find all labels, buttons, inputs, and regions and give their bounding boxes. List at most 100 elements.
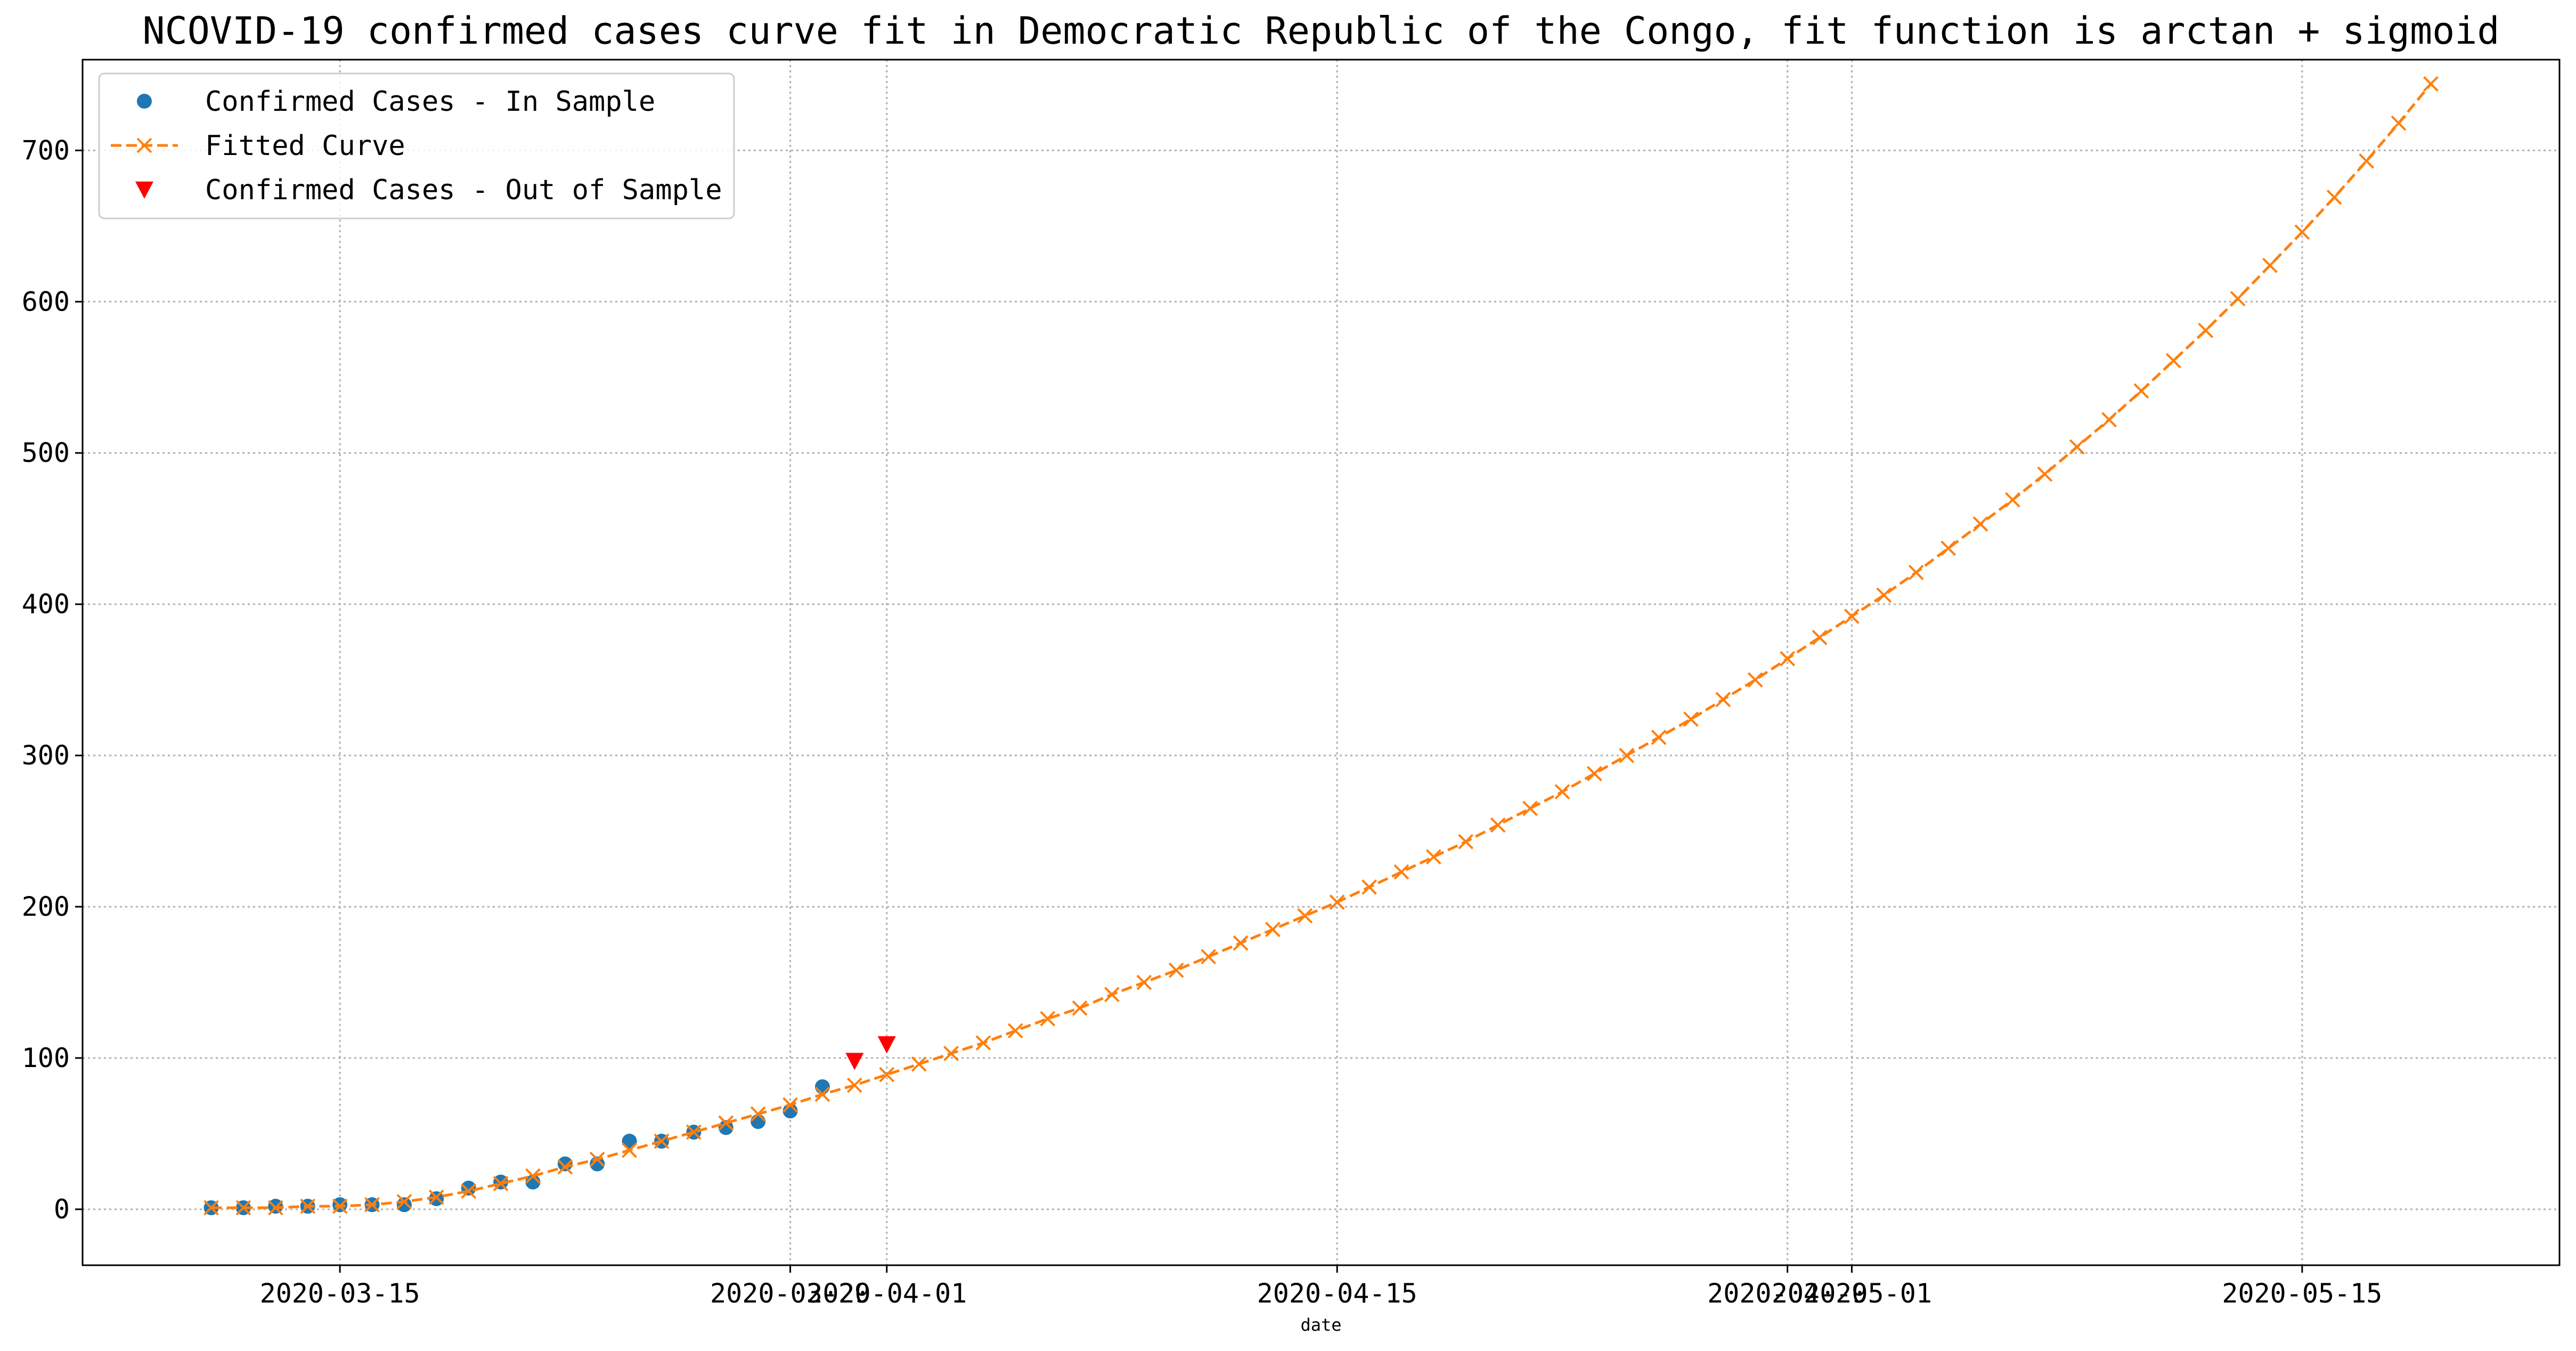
data-point xyxy=(1651,729,1667,745)
x-tick-label: 2020-03-15 xyxy=(260,1278,420,1309)
data-point xyxy=(2069,439,2085,455)
data-point xyxy=(1040,1011,1056,1027)
series-scatter xyxy=(845,1036,896,1070)
data-point xyxy=(300,1198,316,1214)
data-point xyxy=(2423,76,2439,92)
data-point xyxy=(235,1200,251,1216)
grid xyxy=(83,60,2559,1265)
data-point xyxy=(654,1133,670,1149)
data-point xyxy=(1297,908,1313,924)
data-point xyxy=(975,1035,991,1051)
data-point xyxy=(1201,949,1217,965)
data-point xyxy=(1233,935,1249,951)
data-point xyxy=(2004,492,2020,508)
data-point xyxy=(1490,817,1506,833)
data-point xyxy=(1362,879,1377,895)
y-tick-label: 400 xyxy=(22,589,70,620)
data-point xyxy=(428,1189,444,1205)
data-point xyxy=(879,1067,895,1083)
data-point xyxy=(1393,864,1409,880)
data-point xyxy=(2230,291,2246,307)
x-tick-label: 2020-05-15 xyxy=(2222,1278,2382,1309)
chart-title: NCOVID-19 confirmed cases curve fit in D… xyxy=(142,9,2499,53)
y-tick-label: 600 xyxy=(22,286,70,317)
series-line xyxy=(203,76,2439,1216)
legend-label: Confirmed Cases - Out of Sample xyxy=(205,174,722,206)
data-point xyxy=(718,1115,734,1131)
data-point xyxy=(846,1077,862,1093)
data-point xyxy=(1136,974,1152,990)
data-point xyxy=(332,1198,348,1214)
legend-label: Confirmed Cases - In Sample xyxy=(205,86,655,118)
data-point xyxy=(2165,353,2181,369)
x-tick-label: 2020-04-15 xyxy=(1257,1278,1417,1309)
data-point xyxy=(782,1097,798,1113)
data-point xyxy=(622,1142,638,1158)
data-point xyxy=(2262,257,2278,273)
legend-marker xyxy=(136,137,152,153)
data-point xyxy=(1168,962,1184,978)
data-point xyxy=(1104,987,1120,1003)
data-point xyxy=(1265,922,1281,938)
data-point xyxy=(1522,801,1538,816)
data-point xyxy=(2391,115,2407,131)
x-axis-label: date xyxy=(1300,1315,1341,1335)
legend-marker xyxy=(137,94,152,109)
data-point xyxy=(1425,849,1441,865)
x-tick-label: 2020-03-29 xyxy=(710,1278,870,1309)
y-tick-label: 0 xyxy=(54,1194,70,1225)
data-point xyxy=(1972,516,1988,532)
data-point xyxy=(1458,834,1474,850)
data-point xyxy=(2037,466,2053,482)
data-point xyxy=(268,1199,283,1214)
legend-marker xyxy=(135,181,153,199)
data-point xyxy=(751,1114,766,1129)
data-point xyxy=(364,1197,380,1212)
x-tick-label: 2020-04-01 xyxy=(806,1278,967,1309)
data-point xyxy=(525,1168,541,1184)
legend: Confirmed Cases - In Sample Fitted Curve C… xyxy=(98,72,735,219)
y-tick-label: 300 xyxy=(22,740,70,771)
fitted-curve-line xyxy=(211,83,2432,1209)
data-point xyxy=(493,1176,509,1192)
data-point xyxy=(1747,672,1763,688)
data-point xyxy=(622,1134,637,1149)
y-tick-label: 100 xyxy=(22,1043,70,1073)
y-tick-label: 500 xyxy=(22,437,70,468)
x-tick-label: 2020-05-01 xyxy=(1772,1278,1932,1309)
data-point xyxy=(1780,650,1796,666)
axes: 0 100 200 300 400 500 600 700 2020-03-15 2020-03-… xyxy=(22,135,2383,1309)
data-point xyxy=(1554,784,1570,800)
series-layer xyxy=(203,76,2439,1216)
data-point xyxy=(1844,608,1860,624)
legend-item: Confirmed Cases - Out of Sample xyxy=(135,174,722,206)
data-point xyxy=(2294,224,2310,240)
data-point xyxy=(396,1194,412,1210)
data-point xyxy=(332,1197,348,1212)
data-point xyxy=(2133,383,2149,399)
y-tick-label: 200 xyxy=(22,891,70,922)
data-point xyxy=(1586,766,1602,782)
data-point xyxy=(911,1056,927,1072)
data-point xyxy=(461,1183,477,1199)
data-point xyxy=(1812,630,1828,646)
data-point xyxy=(2359,153,2375,169)
data-point xyxy=(814,1079,830,1094)
data-point xyxy=(557,1159,573,1175)
data-point xyxy=(1329,894,1345,910)
data-point xyxy=(2101,412,2117,428)
data-point xyxy=(814,1086,830,1102)
data-point xyxy=(429,1191,444,1207)
data-point xyxy=(1683,711,1699,727)
data-point xyxy=(396,1197,412,1212)
data-point xyxy=(557,1156,573,1171)
data-point xyxy=(1007,1023,1023,1039)
legend-item: Confirmed Cases - In Sample xyxy=(137,86,655,118)
data-point xyxy=(1715,691,1731,707)
data-point xyxy=(1072,1000,1088,1016)
legend-item: Fitted Curve xyxy=(111,130,405,162)
data-point xyxy=(267,1200,283,1216)
data-point xyxy=(2198,322,2214,338)
